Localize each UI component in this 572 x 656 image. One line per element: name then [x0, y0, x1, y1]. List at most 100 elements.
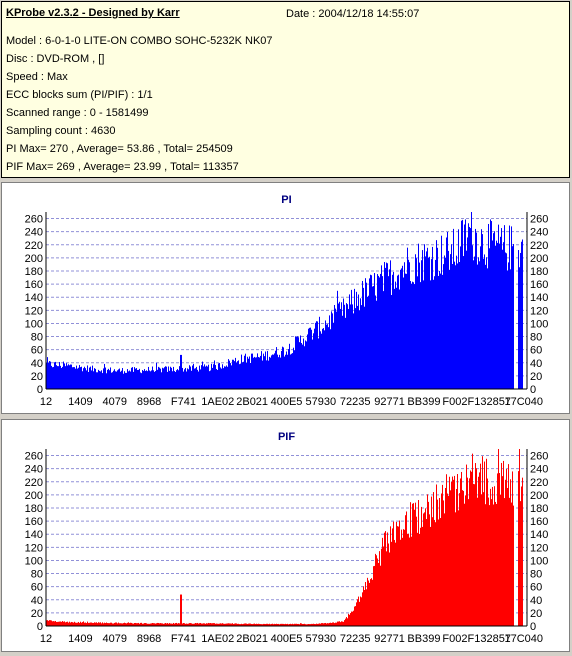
- pif-bar: [92, 622, 93, 626]
- pif-y-tick-label: 260: [25, 451, 43, 463]
- pi-bar: [348, 308, 349, 389]
- pif-bar: [312, 623, 313, 626]
- pif-bar: [504, 498, 505, 626]
- pif-bar: [472, 453, 473, 626]
- pif-bar: [98, 622, 99, 626]
- pi-bar: [429, 256, 430, 389]
- pi-bar: [278, 357, 279, 389]
- pif-bar: [401, 529, 402, 626]
- pi-bar: [318, 338, 319, 389]
- pif-y-tick-label: 80: [31, 569, 43, 581]
- pif-bar: [402, 537, 403, 626]
- pif-bar: [227, 623, 228, 626]
- pif-bar: [392, 528, 393, 626]
- pi-bar: [434, 276, 435, 389]
- pif-bar: [148, 623, 149, 626]
- pif-bar: [139, 623, 140, 626]
- pi-bar: [220, 367, 221, 389]
- pif-bar: [479, 472, 480, 626]
- pi-bar: [417, 276, 418, 389]
- pi-bar: [472, 245, 473, 389]
- pif-bar: [294, 623, 295, 626]
- pi-bar: [486, 257, 487, 389]
- pi-bar: [346, 303, 347, 389]
- pi-bar: [203, 366, 204, 389]
- pif-bar: [399, 520, 400, 626]
- pi-y-tick-label-right: 180: [530, 266, 548, 278]
- pi-bar: [238, 360, 239, 389]
- pi-bar: [253, 357, 254, 389]
- pi-bar: [446, 237, 447, 389]
- pi-bar: [284, 356, 285, 389]
- pif-bar: [507, 487, 508, 626]
- pif-bar: [291, 624, 292, 626]
- pi-bar: [227, 366, 228, 389]
- pi-bar: [263, 353, 264, 389]
- pi-chart-title: PI: [281, 194, 291, 206]
- pif-bar: [250, 623, 251, 626]
- pi-bar: [389, 269, 390, 389]
- pif-bar: [356, 602, 357, 626]
- pif-bar: [314, 623, 315, 626]
- pi-bar: [99, 370, 100, 389]
- pif-bar: [437, 499, 438, 626]
- pif-bar: [334, 623, 335, 626]
- pif-bar: [317, 623, 318, 626]
- pi-bar: [66, 363, 67, 389]
- pif-x-tick-label: F741: [171, 633, 196, 645]
- pi-bar: [132, 367, 133, 389]
- pif-bar: [228, 623, 229, 626]
- pi-bar: [82, 371, 83, 389]
- pi-bar: [205, 366, 206, 389]
- pif-bar: [207, 623, 208, 626]
- pi-bar: [302, 344, 303, 389]
- pif-bar: [344, 620, 345, 626]
- pi-bar: [141, 373, 142, 389]
- pi-bar: [176, 370, 177, 389]
- pif-bar: [61, 621, 62, 626]
- pif-bar: [285, 623, 286, 626]
- pi-bar: [98, 369, 99, 389]
- pi-bar: [353, 313, 354, 389]
- pi-bar: [415, 254, 416, 389]
- pi-bar: [90, 366, 91, 389]
- pi-bar: [368, 295, 369, 389]
- pi-bar: [48, 362, 49, 389]
- pif-bar: [185, 623, 186, 626]
- pi-bar: [207, 366, 208, 389]
- pi-x-tick-label: 1409: [68, 396, 92, 408]
- pif-bar: [279, 624, 280, 626]
- pi-x-tick-label: 4079: [102, 396, 126, 408]
- pi-bar: [155, 371, 156, 389]
- pi-bar: [294, 350, 295, 389]
- pi-bar: [338, 303, 339, 389]
- pi-bar: [166, 366, 167, 389]
- pif-bar: [273, 624, 274, 626]
- pi-bar: [171, 367, 172, 389]
- pi-bar: [123, 373, 124, 389]
- pi-bar: [69, 365, 70, 389]
- pif-bar: [229, 623, 230, 626]
- pif-bar: [208, 622, 209, 626]
- pi-bar: [230, 363, 231, 389]
- pif-bar: [383, 546, 384, 626]
- pi-bar: [125, 372, 126, 389]
- pi-x-tick-label: BB399: [407, 396, 440, 408]
- pi-bar: [474, 256, 475, 389]
- pi-bar: [180, 354, 181, 389]
- pi-bar: [477, 264, 478, 389]
- pif-bar: [417, 532, 418, 626]
- pi-bar: [140, 372, 141, 389]
- pi-y-tick-label-right: 100: [530, 318, 548, 330]
- pi-bar: [97, 372, 98, 389]
- pi-bar: [471, 212, 472, 389]
- pif-bar: [54, 621, 55, 626]
- pif-bar: [482, 456, 483, 626]
- pi-bar: [323, 328, 324, 389]
- pif-bar: [278, 623, 279, 626]
- pi-bar: [58, 366, 59, 389]
- pi-bar: [242, 362, 243, 389]
- pif-bar: [137, 623, 138, 626]
- pi-bar: [95, 368, 96, 389]
- pif-bar: [323, 623, 324, 626]
